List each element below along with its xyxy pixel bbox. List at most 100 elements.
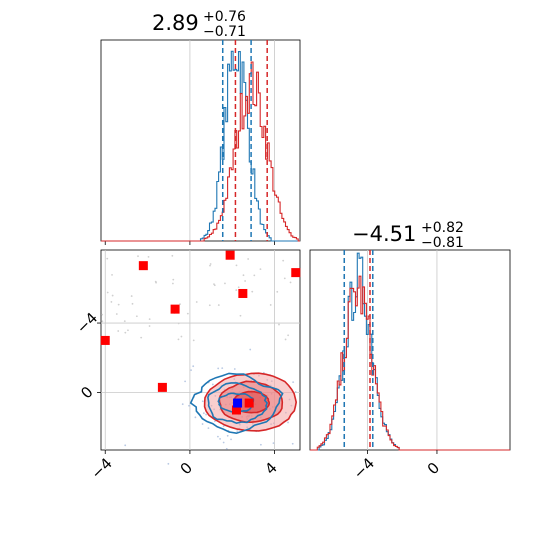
background-point (217, 304, 220, 306)
red-square-marker (138, 261, 148, 271)
background-point (184, 380, 186, 383)
background-point (194, 416, 197, 419)
background-point (180, 335, 183, 338)
param2-grid (366, 250, 438, 450)
blue-contour-1 (207, 382, 269, 425)
background-point (244, 280, 247, 282)
background-point (202, 412, 205, 415)
background-point (172, 278, 175, 281)
blue-contour-2 (217, 392, 255, 413)
param2-histogram-panel: −4 0 −4.51 +0.82 −0.81 (309, 220, 511, 483)
param2-series (310, 252, 510, 451)
joint-markers (100, 250, 301, 415)
red-square-marker (231, 405, 241, 415)
background-point (249, 348, 252, 351)
background-point (222, 441, 225, 444)
x-tick-label: 4 (261, 459, 280, 478)
x-tick-label: 0 (177, 459, 196, 478)
background-point (272, 442, 275, 445)
param1-series (101, 50, 300, 242)
background-point (294, 391, 297, 393)
param2-quantile-lines (343, 250, 374, 450)
x-tick-label: −4 (88, 454, 116, 482)
background-point (259, 268, 262, 270)
param1-quantile-lines (221, 40, 268, 241)
background-point (115, 313, 118, 315)
background-point (117, 303, 120, 306)
background-point (282, 259, 285, 262)
histogram-series-1 (101, 61, 300, 242)
background-point (188, 404, 190, 407)
background-point (247, 258, 250, 260)
background-point (124, 444, 127, 447)
blue-contour-0 (189, 372, 284, 435)
background-point (217, 435, 219, 438)
red-square-marker (157, 382, 167, 392)
red-square-marker (170, 304, 180, 314)
background-point (226, 434, 229, 437)
red-square-marker (238, 288, 248, 298)
param1-grid (104, 40, 275, 245)
background-point (177, 338, 180, 341)
background-point (181, 403, 184, 406)
background-point (171, 254, 174, 257)
background-point (137, 255, 139, 258)
background-point (239, 314, 242, 317)
param2-title-minus: −0.81 (421, 235, 464, 251)
background-point (179, 303, 181, 306)
background-point (219, 438, 221, 440)
background-point (101, 313, 104, 316)
background-point (131, 302, 134, 305)
y-tick-label: 0 (77, 383, 96, 402)
background-point (291, 442, 294, 445)
background-point (148, 318, 151, 320)
background-point (211, 383, 214, 386)
background-point (222, 425, 225, 428)
param2-title-value: −4.51 (352, 222, 416, 246)
joint-density-panel: −4 0 4 −4 0 (73, 249, 331, 483)
background-point (233, 368, 236, 370)
background-point (259, 443, 262, 446)
background-point (124, 331, 127, 334)
background-point (147, 255, 150, 258)
background-point (236, 430, 239, 433)
background-point (186, 312, 189, 315)
background-point (192, 365, 195, 368)
background-point (209, 263, 212, 265)
background-point (135, 315, 138, 318)
background-point (106, 291, 109, 294)
param2-x-ticks: −4 0 (350, 450, 443, 483)
background-point (235, 264, 238, 267)
background-point (201, 423, 204, 425)
background-point (221, 367, 224, 370)
background-point (101, 320, 104, 323)
red-square-marker (100, 335, 110, 345)
background-point (192, 339, 195, 342)
background-point (207, 427, 210, 429)
background-point (172, 282, 174, 285)
background-point (123, 320, 126, 323)
background-point (283, 277, 286, 280)
background-point (111, 294, 114, 297)
background-point (242, 274, 245, 277)
joint-x-ticks: −4 0 4 (88, 450, 281, 483)
background-point (106, 257, 109, 260)
red-square-marker (244, 398, 254, 408)
param1-title: 2.89 +0.76 −0.71 (152, 9, 246, 40)
background-point (117, 330, 120, 332)
histogram-series-1 (310, 275, 510, 451)
x-tick-label: 0 (424, 459, 443, 478)
y-tick-label: −4 (73, 309, 101, 337)
background-point (195, 301, 198, 303)
background-point (110, 301, 113, 303)
background-point (284, 338, 287, 341)
background-point (292, 381, 295, 383)
joint-y-ticks: −4 0 (73, 309, 101, 402)
background-point (287, 334, 290, 337)
background-point (251, 290, 254, 293)
background-point (155, 281, 157, 284)
background-point (278, 323, 280, 326)
background-point (235, 289, 238, 291)
background-point (289, 281, 292, 284)
